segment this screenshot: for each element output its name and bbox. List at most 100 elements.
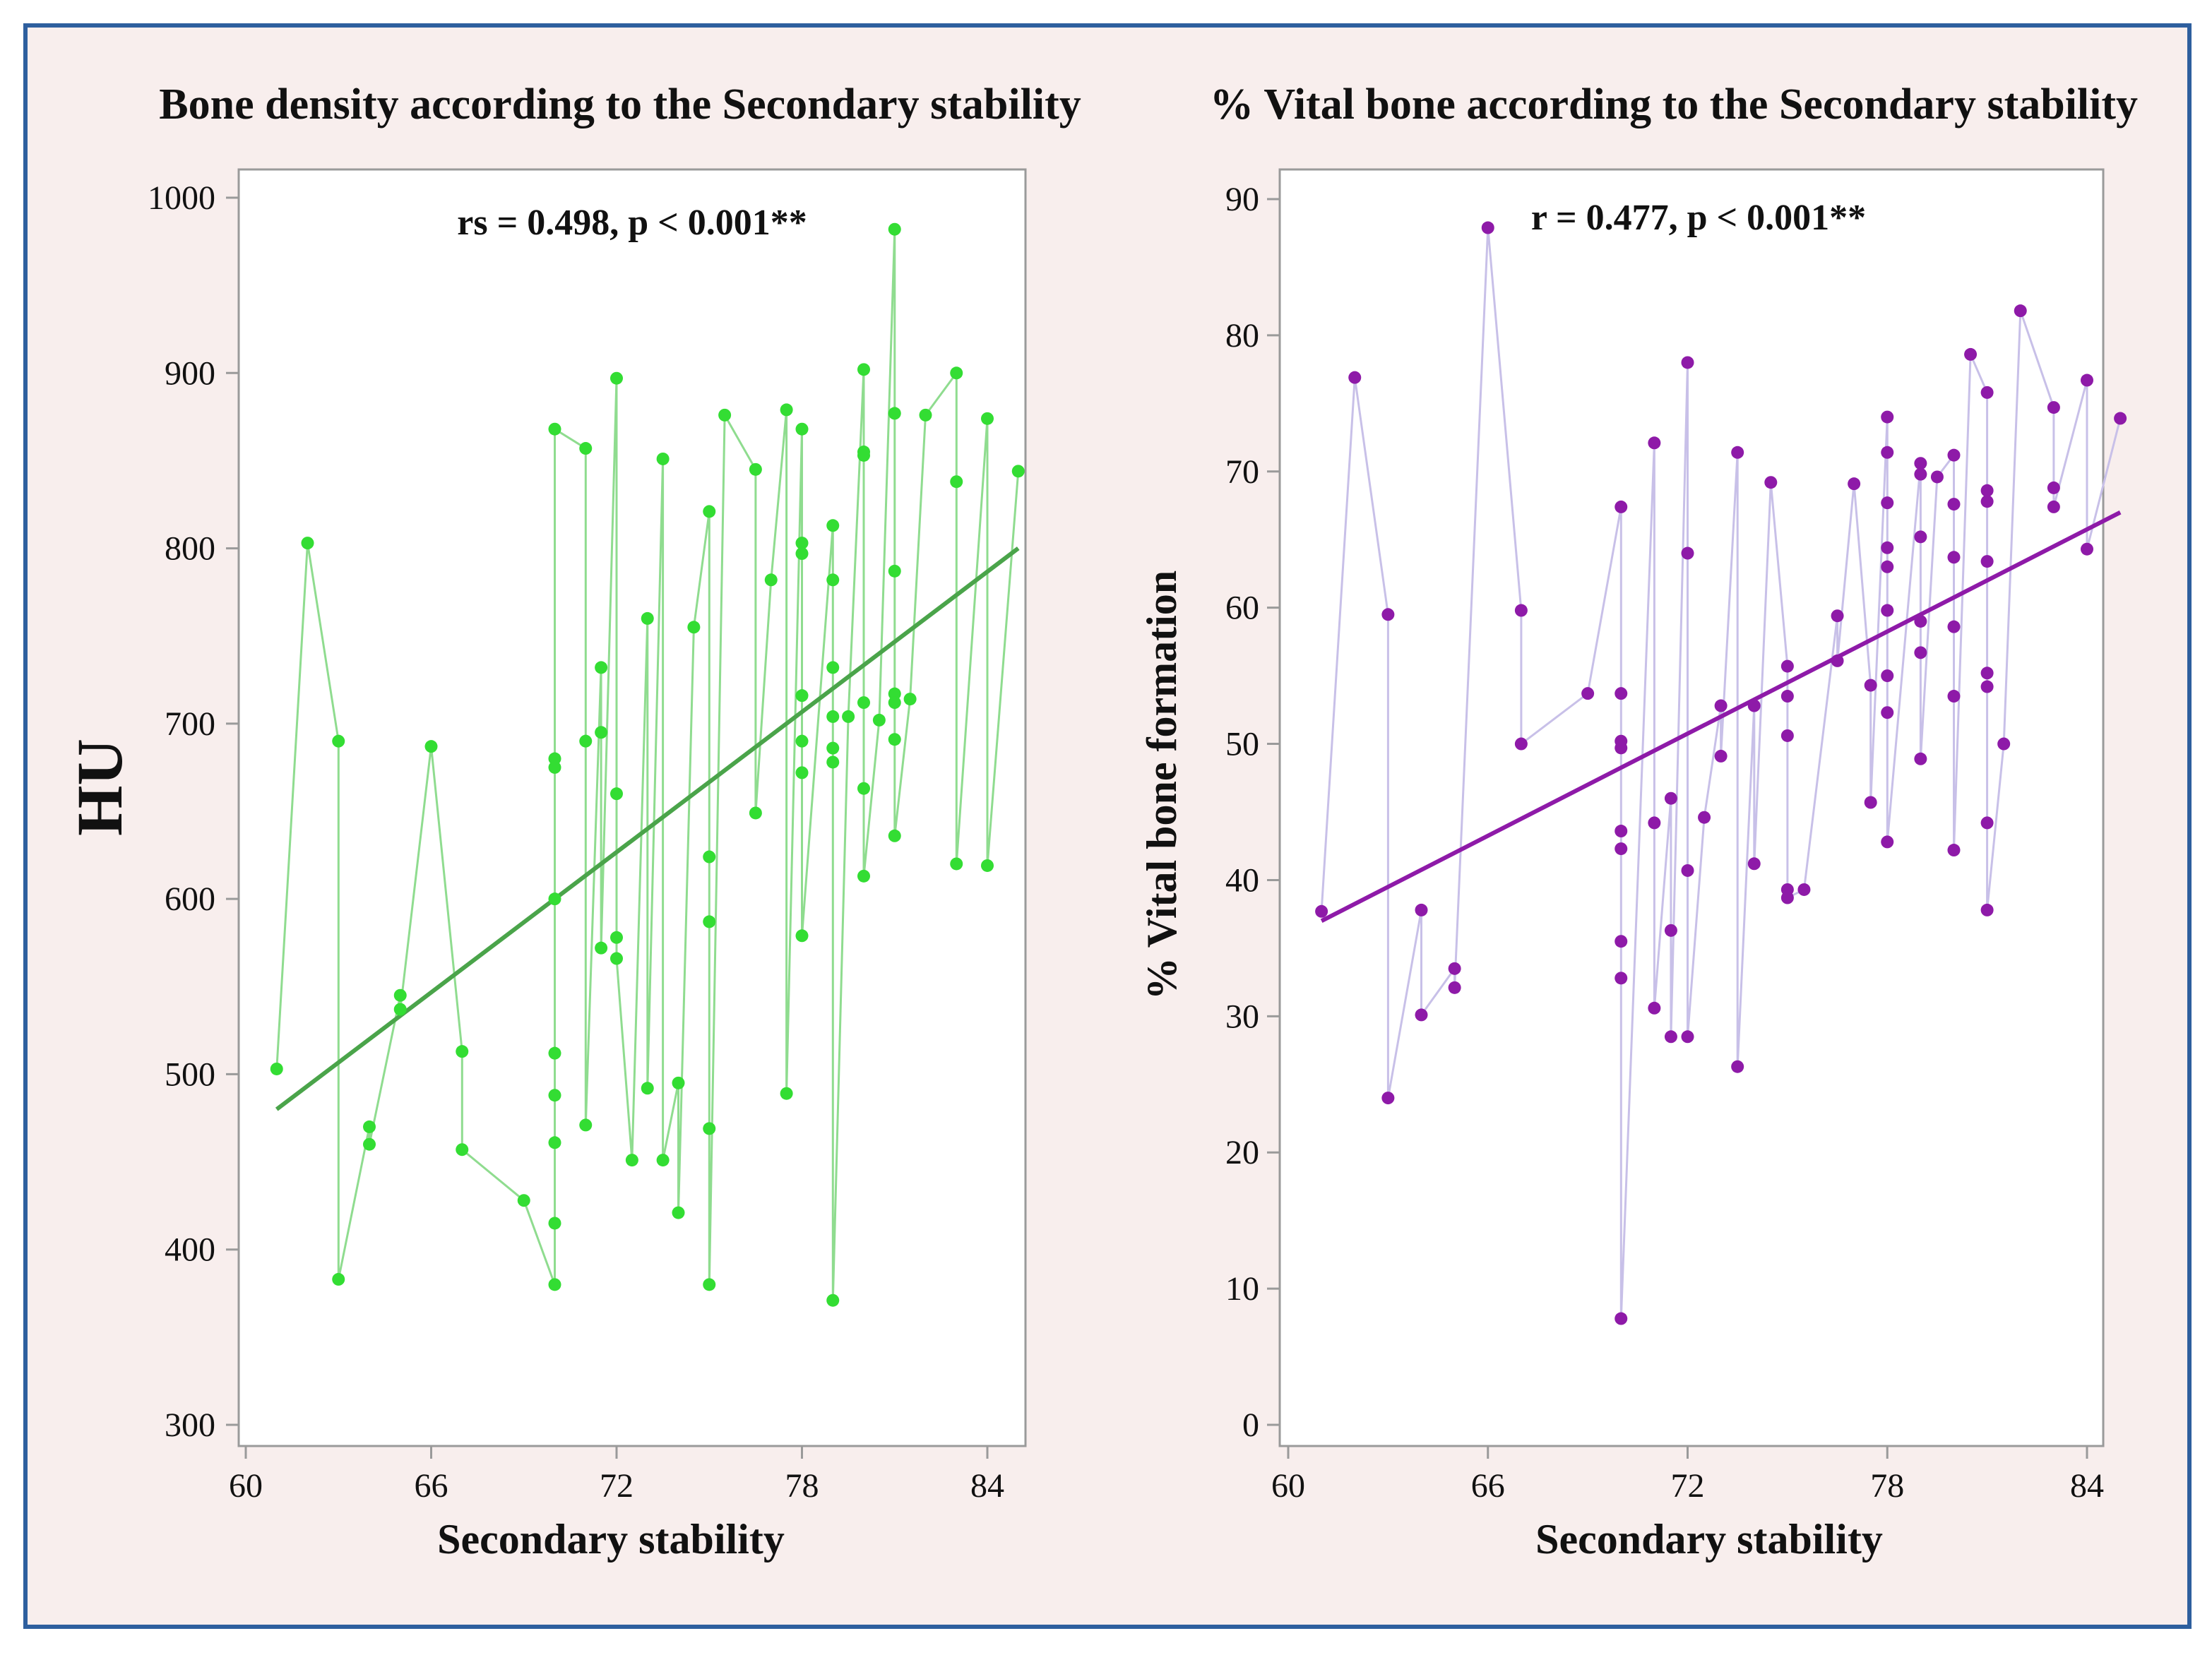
data-point — [1914, 646, 1927, 659]
data-point — [1664, 791, 1677, 805]
data-point — [1914, 530, 1927, 544]
x-tick-label: 60 — [229, 1467, 263, 1505]
x-axis-label: Secondary stability — [1535, 1516, 1883, 1563]
data-point — [517, 1194, 530, 1207]
data-point — [456, 1045, 469, 1058]
data-point — [1980, 386, 1994, 399]
data-point — [903, 693, 917, 706]
data-point — [1914, 467, 1927, 481]
data-point — [579, 1118, 593, 1132]
data-point — [780, 1087, 793, 1100]
data-point — [1881, 496, 1894, 510]
correlation-annotation: r = 0.477, p < 0.001** — [1531, 198, 1866, 238]
data-point — [795, 689, 809, 703]
plot-area — [1278, 168, 2105, 1447]
y-tick-label: 20 — [1225, 1134, 1259, 1171]
x-tick-label: 66 — [1471, 1467, 1505, 1505]
data-point — [826, 661, 840, 674]
y-tick-label: 10 — [1225, 1270, 1259, 1308]
data-point — [1415, 1008, 1428, 1022]
regression-line — [275, 546, 1020, 1111]
data-point — [1648, 1001, 1661, 1015]
data-point — [1780, 690, 1794, 703]
data-point — [656, 452, 670, 465]
data-point — [2047, 500, 2060, 513]
data-point — [718, 408, 732, 422]
data-point — [610, 952, 623, 965]
data-point — [1914, 614, 1927, 628]
x-tick-label: 72 — [600, 1467, 634, 1505]
x-tick-label: 84 — [970, 1467, 1004, 1505]
data-point — [919, 408, 932, 422]
data-point — [1514, 604, 1528, 617]
data-point — [1448, 981, 1461, 994]
data-point — [1914, 457, 1927, 470]
data-point — [857, 782, 870, 795]
x-tick-label: 78 — [1870, 1467, 1904, 1505]
data-point — [1747, 857, 1761, 871]
y-tick-label: 60 — [1225, 590, 1259, 627]
data-point — [1315, 904, 1328, 918]
data-point — [548, 1089, 561, 1102]
data-point — [826, 519, 840, 532]
chart-title: Bone density according to the Secondary … — [159, 80, 1081, 129]
data-point — [826, 741, 840, 755]
data-point — [1780, 891, 1794, 904]
data-point — [1615, 741, 1628, 755]
data-point — [579, 734, 593, 748]
y-tick-label: 900 — [165, 354, 215, 392]
data-point — [1581, 687, 1595, 700]
data-point — [842, 710, 855, 723]
data-point — [764, 573, 778, 587]
data-point — [1648, 816, 1661, 830]
data-point — [1681, 864, 1694, 877]
data-point — [2081, 374, 2093, 387]
regression-line — [1320, 510, 2122, 923]
data-point — [610, 931, 623, 944]
data-point — [1947, 690, 1961, 703]
data-point — [548, 1136, 561, 1149]
data-point — [1648, 436, 1661, 450]
bone-density-chart: Bone density according to the Secondary … — [64, 80, 1081, 1563]
data-point — [826, 755, 840, 769]
data-point — [1980, 495, 1994, 508]
data-point — [1980, 903, 1994, 916]
data-point — [672, 1206, 685, 1219]
data-point — [1914, 752, 1927, 765]
data-point — [456, 1143, 469, 1157]
data-point — [1011, 465, 1025, 478]
data-point — [1881, 604, 1894, 617]
y-axis-label: % Vital bone formation — [1138, 570, 1185, 1000]
data-point — [1780, 659, 1794, 673]
data-point — [1864, 796, 1877, 809]
data-point — [1747, 699, 1761, 712]
data-point — [1415, 903, 1428, 916]
x-tick-label: 72 — [1671, 1467, 1705, 1505]
data-point — [1764, 476, 1778, 489]
data-point — [1615, 972, 1628, 985]
data-point — [2047, 481, 2060, 494]
data-point — [641, 611, 654, 625]
data-point — [1714, 749, 1728, 763]
data-point — [1947, 448, 1961, 462]
fit-line — [275, 546, 1020, 1111]
y-tick-label: 300 — [165, 1406, 215, 1444]
data-point — [888, 696, 901, 710]
y-tick-label: 80 — [1225, 317, 1259, 354]
data-point — [749, 806, 762, 820]
y-tick-label: 50 — [1225, 726, 1259, 763]
data-point — [826, 1293, 840, 1307]
data-point — [1947, 551, 1961, 564]
data-point — [1881, 446, 1894, 459]
data-points — [270, 222, 1025, 1307]
data-point — [548, 752, 561, 765]
x-tick-label: 60 — [1271, 1467, 1305, 1505]
data-point — [656, 1154, 670, 1167]
data-point — [1348, 371, 1362, 384]
data-point — [1797, 883, 1811, 896]
data-point — [950, 475, 963, 489]
y-axis-label: HU — [64, 739, 136, 836]
data-point — [857, 363, 870, 376]
y-tick-label: 0 — [1242, 1406, 1259, 1444]
y-tick-label: 40 — [1225, 861, 1259, 899]
